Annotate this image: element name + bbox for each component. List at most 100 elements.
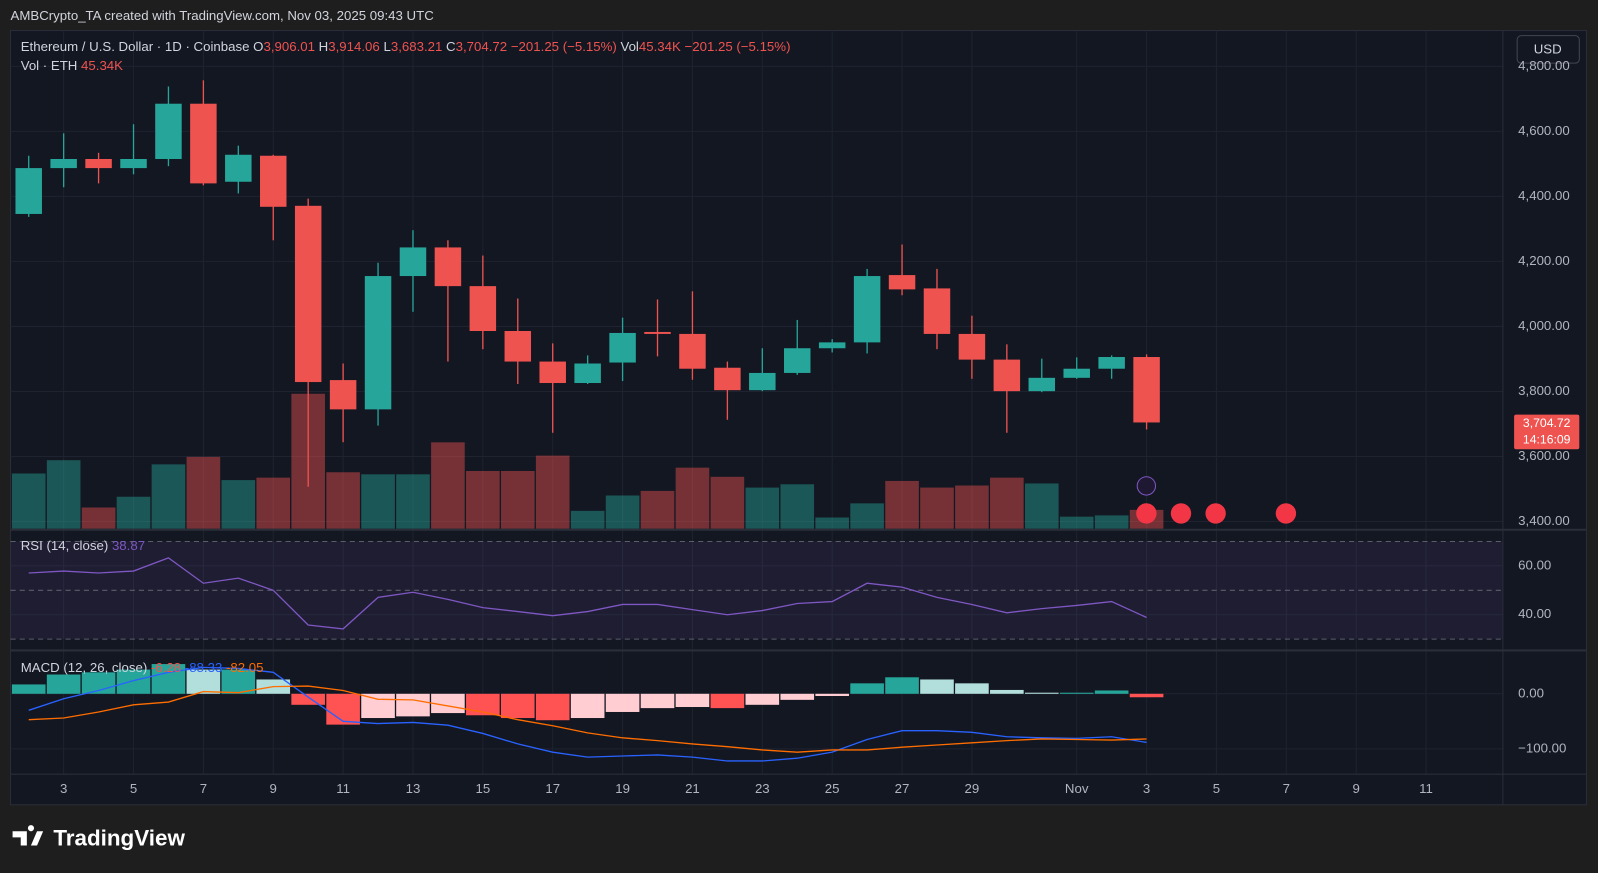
histogram-bar [780,693,815,700]
event-icon[interactable] [1205,503,1226,524]
x-tick-label: 5 [1213,781,1220,796]
candle-body [1063,368,1090,378]
volume-title: Vol · ETH [21,58,78,73]
x-tick-label: 11 [1419,781,1433,796]
change: −201.25 (−5.15%) [511,38,617,53]
volume-bar [710,476,745,529]
y-tick-label: 3,800.00 [1518,383,1570,398]
event-icon[interactable] [1136,476,1157,496]
logo-text: TradingView [53,825,185,850]
events [1136,476,1297,524]
candle-body [958,333,986,360]
o-value: 3,906.01 [263,38,315,53]
rsi-legend: RSI (14, close) 38.87 [21,538,145,553]
macd-value: -88.33 [185,660,223,675]
histogram-bar [1129,693,1164,698]
change: −201.25 (−5.15%) [685,38,791,53]
candle-body [15,168,42,214]
rsi-title: RSI (14, close) [21,538,109,553]
volume-bar [500,470,535,529]
candle-body [1133,357,1160,423]
histogram-bar [291,693,325,705]
volume-bar [396,474,430,529]
candle-body [993,359,1021,392]
event-icon[interactable] [1170,503,1192,524]
y-tick-label: 4,000.00 [1518,318,1570,333]
price-tag-value: 3,704.72 [1523,416,1571,430]
candle-body [539,361,566,384]
histogram-bar [850,683,884,694]
histogram-bar [326,693,360,725]
footer-logo: TradingView [12,825,185,850]
plot [10,80,1503,762]
candle-body [1098,357,1125,369]
histogram-bar [570,693,605,719]
macd-legend: MACD (12, 26, close) -6.28 -88.33 -82.05 [21,660,264,675]
volume-bar [466,470,500,529]
volume-bar [640,490,675,529]
c-value: 3,704.72 [456,38,508,53]
candle-body [853,276,881,343]
volume-bar [221,480,256,529]
candle-body [574,363,601,384]
candle-body [329,380,357,410]
candle-body [294,205,322,383]
x-tick-label: 21 [685,781,700,796]
histogram-value: -6.28 [151,660,181,675]
volume-bar [990,477,1024,529]
candle-body [225,154,252,182]
countdown: 14:16:09 [1523,432,1571,446]
volume-bar [326,472,360,529]
volume-bar [116,496,151,529]
y-tick-label: 0.00 [1518,685,1544,700]
volume-bar [815,517,849,529]
price-tag [1514,414,1580,450]
x-tick-label: 9 [1352,781,1359,796]
volume-bar [885,480,919,529]
volume-bar [535,455,570,529]
macd-title: MACD (12, 26, close) [21,660,148,675]
volume-bar [850,503,884,529]
volume-bar [605,495,640,529]
volume-bar [1094,515,1129,529]
candle-body [364,276,392,410]
x-tick-label: 11 [336,781,350,796]
volume-bar [11,473,46,529]
header-text: AMBCrypto_TA created with TradingView.co… [11,8,435,23]
histogram-bar [396,693,430,717]
histogram-bar [361,693,395,719]
volume-bar [46,460,81,529]
symbol: Ethereum / U.S. Dollar · 1D · Coinbase [21,38,250,53]
event-icon[interactable] [1275,503,1297,524]
x-tick-label: 5 [130,781,137,796]
currency-label[interactable]: USD [1534,41,1562,56]
event-icon[interactable] [1136,503,1157,524]
candle-body [749,372,776,391]
histogram-bar [1059,692,1094,694]
histogram-bar [990,689,1024,694]
x-tick-label: 27 [895,781,910,796]
y-tick-label: 3,600.00 [1518,448,1570,463]
y-tick-label: 4,400.00 [1518,188,1570,203]
x-tick-label: Nov [1065,781,1089,796]
volume-bar [675,467,710,529]
vol-value: 45.34K [639,38,681,53]
histogram-bar [186,669,221,694]
x-tick-label: 3 [60,781,67,796]
y-tick-label: −100.00 [1518,740,1566,755]
candle-body [784,348,811,373]
candle-body [818,342,846,349]
y-tick-label: 4,800.00 [1518,58,1570,73]
currency-button[interactable] [1516,35,1580,64]
histogram-bar [920,679,954,694]
histogram-bar [675,693,710,708]
histogram-bar [710,693,745,709]
macd-line [28,666,1147,762]
volume-bar [186,456,221,529]
y-tick-label: 40.00 [1518,606,1551,621]
h-label: H [319,38,329,53]
vol-label: Vol [620,38,638,53]
volume-bar [955,485,989,529]
x-tick-label: 7 [1283,781,1290,796]
